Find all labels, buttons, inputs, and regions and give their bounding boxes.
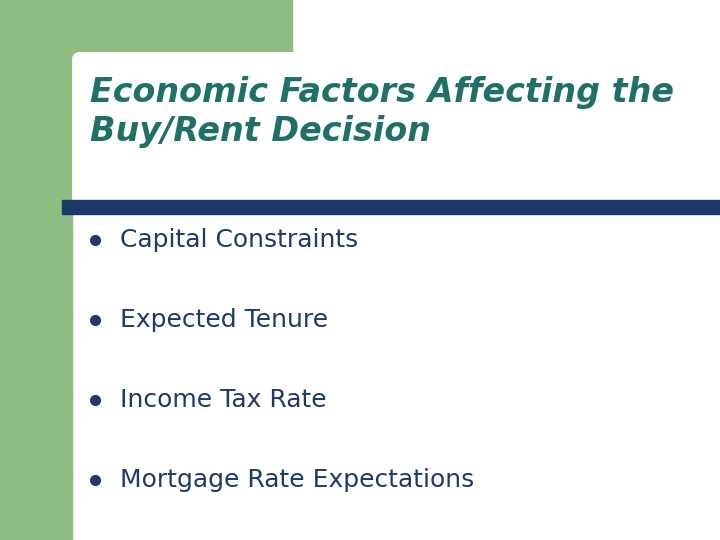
FancyBboxPatch shape	[72, 52, 718, 213]
Text: Income Tax Rate: Income Tax Rate	[120, 388, 327, 412]
Bar	[72, 0, 292, 100]
Bar	[0, 0, 72, 540]
Bar	[62, 200, 720, 214]
Text: Expected Tenure: Expected Tenure	[120, 308, 328, 332]
Text: Economic Factors Affecting the
Buy/Rent Decision: Economic Factors Affecting the Buy/Rent …	[90, 76, 674, 148]
Text: Mortgage Rate Expectations: Mortgage Rate Expectations	[120, 468, 474, 492]
Text: Capital Constraints: Capital Constraints	[120, 228, 359, 252]
